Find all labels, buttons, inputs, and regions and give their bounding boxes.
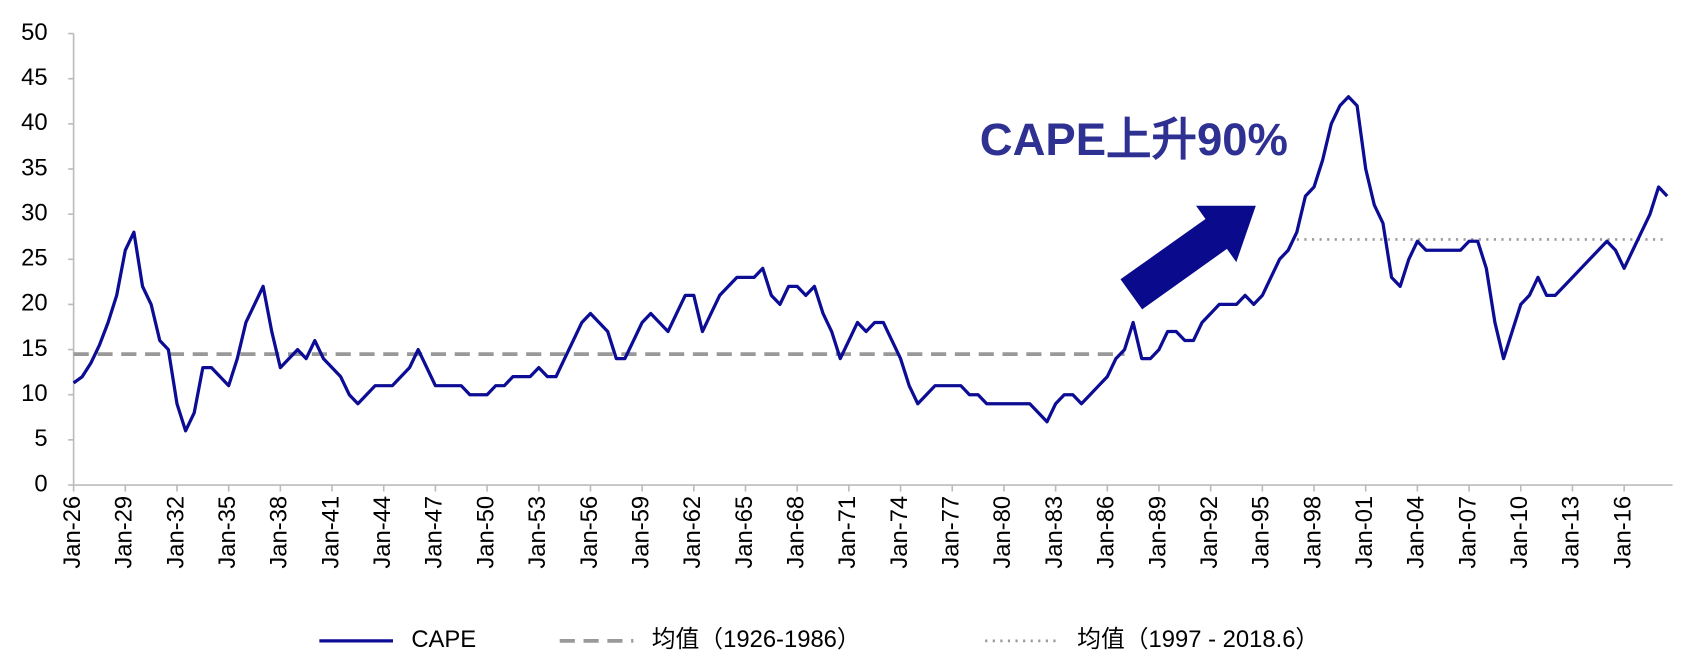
x-tick-label: Jan-80 (989, 496, 1016, 569)
x-tick-label: Jan-56 (576, 496, 603, 569)
legend-label: 均值（1926-1986） (652, 626, 861, 653)
x-tick-label: Jan-71 (834, 496, 861, 569)
x-tick-label: Jan-16 (1609, 496, 1636, 569)
x-tick-label: Jan-92 (1196, 496, 1223, 569)
y-tick-label: 45 (21, 64, 47, 91)
x-tick-label: Jan-29 (111, 496, 138, 569)
x-tick-label: Jan-77 (938, 496, 965, 569)
x-tick-label: Jan-01 (1351, 496, 1378, 569)
x-tick-label: Jan-95 (1248, 496, 1275, 569)
x-tick-label: Jan-83 (1041, 496, 1068, 569)
x-tick-label: Jan-68 (782, 496, 809, 569)
y-tick-label: 40 (21, 109, 47, 136)
y-tick-label: 35 (21, 154, 47, 181)
x-tick-label: Jan-07 (1454, 496, 1481, 569)
y-tick-label: 50 (21, 19, 47, 46)
x-tick-label: Jan-26 (59, 496, 86, 569)
legend-label: 均值（1997 - 2018.6） (1077, 626, 1319, 653)
y-tick-label: 25 (21, 245, 47, 272)
annotation: CAPE上升90% (980, 114, 1288, 165)
x-tick-label: Jan-59 (627, 496, 654, 569)
x-tick-label: Jan-47 (421, 496, 448, 569)
x-tick-label: Jan-65 (731, 496, 758, 569)
x-tick-label: Jan-62 (679, 496, 706, 569)
y-tick-label: 30 (21, 199, 47, 226)
series-line (72, 95, 1669, 433)
x-tick-label: Jan-41 (317, 496, 344, 569)
annotation-arrow (1120, 205, 1256, 310)
x-tick-label: Jan-44 (369, 496, 396, 569)
x-tick-label: Jan-04 (1403, 496, 1430, 569)
x-tick-label: Jan-74 (886, 496, 913, 569)
y-tick-label: 5 (34, 425, 47, 452)
y-tick-label: 20 (21, 290, 47, 317)
x-tick-label: Jan-53 (524, 496, 551, 569)
legend-label: CAPE (411, 626, 476, 653)
x-tick-label: Jan-35 (214, 496, 241, 569)
x-tick-label: Jan-32 (162, 496, 189, 569)
x-tick-label: Jan-13 (1558, 496, 1585, 569)
x-tick-label: Jan-50 (472, 496, 499, 569)
y-tick-label: 15 (21, 335, 47, 362)
x-tick-label: Jan-98 (1299, 496, 1326, 569)
x-tick-label: Jan-86 (1093, 496, 1120, 569)
x-tick-label: Jan-89 (1144, 496, 1171, 569)
y-tick-label: 10 (21, 380, 47, 407)
x-tick-label: Jan-10 (1506, 496, 1533, 569)
y-tick-label: 0 (34, 470, 47, 497)
plot-root: CAPE上升90% 0 5 10 15 20 25 30 35 40 45 50 Jan-26 Jan-… (21, 19, 1673, 653)
x-tick-label: Jan-38 (266, 496, 293, 569)
